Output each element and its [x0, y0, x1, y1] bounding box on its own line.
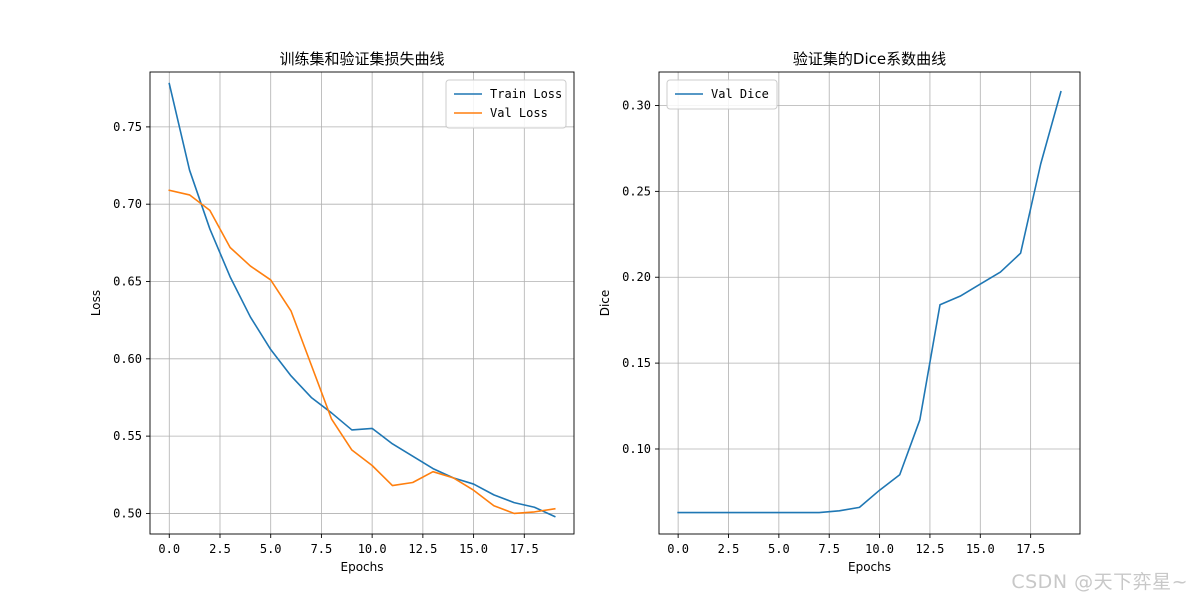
dice-chart: 0.0 2.5 5.0 7.5 10.0 12.5 15.0 17.5 0.10 0.15 0.20…	[598, 50, 1081, 574]
y-tick-label: 0.10	[622, 442, 651, 456]
legend-box	[666, 79, 778, 110]
y-axis-label: Dice	[598, 290, 612, 317]
x-tick-label: 10.0	[865, 542, 894, 556]
x-tick-label: 10.0	[358, 542, 387, 556]
x-tick-label: 12.5	[408, 542, 437, 556]
x-tick-label: 7.5	[818, 542, 840, 556]
x-tick-label: 2.5	[209, 542, 231, 556]
x-tick-label: 15.0	[459, 542, 488, 556]
chart-title: 训练集和验证集损失曲线	[279, 50, 444, 68]
legend-label: Train Loss	[490, 87, 562, 101]
x-tick-label: 12.5	[915, 542, 944, 556]
y-tick-label: 0.50	[113, 506, 142, 520]
y-tick-label: 0.15	[622, 356, 651, 370]
x-tick-label: 17.5	[1016, 542, 1045, 556]
y-axis-label: Loss	[89, 290, 103, 316]
series-line-val-dice	[677, 90, 1062, 514]
x-tick-label: 5.0	[260, 542, 282, 556]
legend-label: Val Dice	[711, 87, 769, 101]
y-tick-label: 0.30	[622, 98, 651, 112]
legend-label: Val Loss	[490, 106, 548, 120]
legend: Train Loss Val Loss	[445, 79, 567, 129]
x-tick-label: 0.0	[667, 542, 689, 556]
axes-frame	[149, 71, 575, 535]
y-tick-label: 0.65	[113, 275, 142, 289]
y-tick-label: 0.60	[113, 352, 142, 366]
axes-frame	[658, 71, 1081, 535]
chart-title: 验证集的Dice系数曲线	[793, 50, 946, 68]
x-tick-label: 15.0	[966, 542, 995, 556]
y-tick-label: 0.55	[113, 429, 142, 443]
y-tick-label: 0.25	[622, 184, 651, 198]
watermark: CSDN @天下弈星~	[1011, 571, 1188, 593]
y-tick-label: 0.75	[113, 120, 142, 134]
x-axis-label: Epochs	[341, 560, 384, 574]
legend: Val Dice	[666, 79, 778, 110]
loss-chart: 0.0 2.5 5.0 7.5 10.0 12.5 15.0 17.5 0.50 0.55 0.60…	[89, 50, 575, 574]
x-tick-label: 5.0	[768, 542, 790, 556]
series-line-val-loss	[168, 189, 556, 515]
y-tick-label: 0.70	[113, 197, 142, 211]
x-tick-label: 2.5	[718, 542, 740, 556]
x-tick-label: 7.5	[311, 542, 333, 556]
series-line-train-loss	[168, 82, 556, 518]
y-tick-label: 0.20	[622, 270, 651, 284]
x-axis-label: Epochs	[848, 560, 891, 574]
legend-box	[445, 79, 567, 129]
x-tick-label: 17.5	[510, 542, 539, 556]
x-tick-label: 0.0	[158, 542, 180, 556]
